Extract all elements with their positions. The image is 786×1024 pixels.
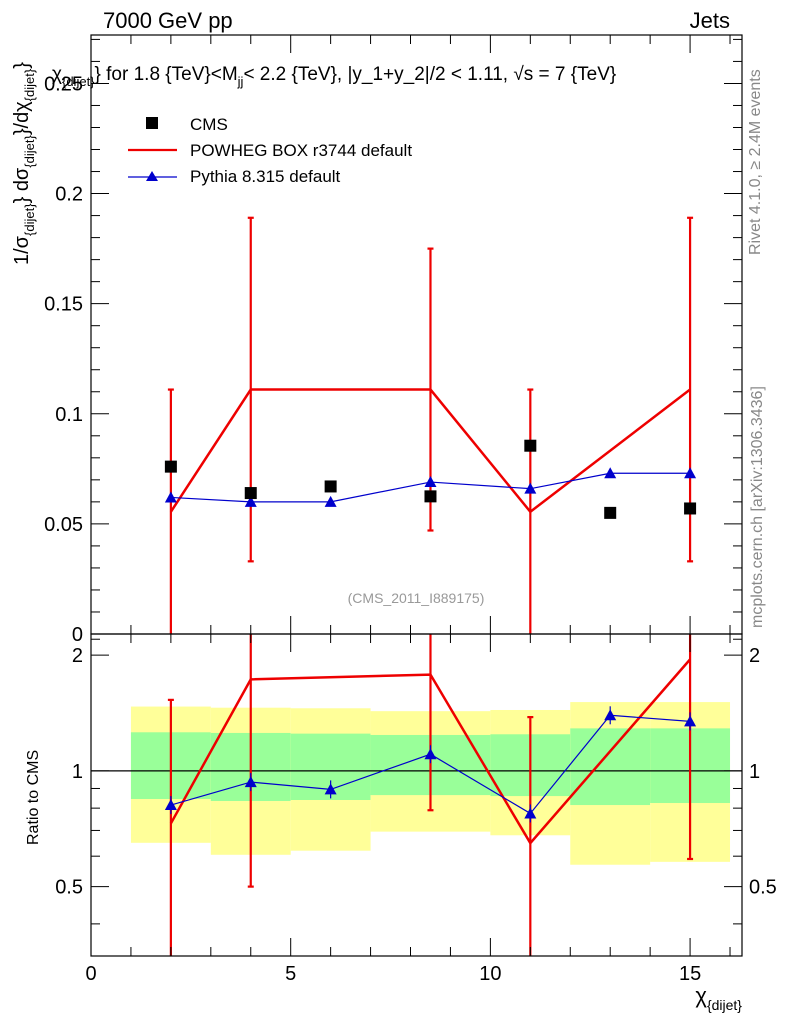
- cms-point-5: [604, 506, 617, 519]
- main-y-tick-label-4: 0.2: [55, 184, 83, 206]
- ratio-y-tick-label-right-2: 2: [749, 645, 760, 667]
- ratio-powheg-line: [169, 658, 692, 846]
- ylabel-c: }/dχ: [11, 101, 33, 135]
- ratio-y-axis-label: Ratio to CMS: [25, 750, 42, 845]
- ylabel-a-sub: {dijet}: [22, 203, 37, 236]
- mcplots-label: mcplots.cern.ch [arXiv:1306.3436]: [749, 386, 766, 628]
- pythia-point-2: [324, 495, 337, 507]
- ylabel-c-sub: {dijet}: [22, 68, 37, 101]
- ylabel-d: }: [11, 62, 33, 69]
- main-panel-marks: [164, 216, 697, 634]
- main-y-tick-label-5: 0.25: [44, 73, 83, 95]
- x-axis-ticks: 0 5 10 15: [85, 634, 731, 985]
- x-tick-label-1: 5: [285, 963, 296, 985]
- main-y-tick-label-1: 0.05: [44, 514, 83, 536]
- ratio-pythia-point-5: [604, 709, 617, 721]
- main-y-ticks: 0 0.05 0.1 0.15 0.2 0.25: [44, 35, 742, 646]
- title-mid: } for 1.8 {TeV}<M: [95, 64, 238, 85]
- ratio-y-ticks: 0.5 0.5 1 1 2 2: [55, 638, 777, 925]
- legend-cms-marker: [146, 117, 158, 129]
- title-m-sub: jj: [237, 74, 244, 89]
- xlabel-chi: χ: [695, 983, 707, 1008]
- ratio-y-tick-label-left-0: 0.5: [55, 877, 83, 899]
- ratio-pythia-point-6: [684, 715, 697, 727]
- legend: CMS POWHEG BOX r3744 default Pythia 8.31…: [128, 115, 412, 186]
- main-y-tick-label-2: 0.1: [55, 404, 83, 426]
- ylabel-a: 1/σ: [11, 235, 33, 265]
- pythia-point-4: [524, 482, 537, 494]
- analysis-watermark: (CMS_2011_I889175): [348, 590, 485, 606]
- powheg-line: [169, 388, 691, 514]
- title-chi: χ: [52, 64, 62, 85]
- cms-point-1: [244, 487, 257, 500]
- main-panel-frame: [90, 34, 743, 635]
- legend-cms-label: CMS: [190, 115, 228, 134]
- main-y-tick-label-0: 0: [72, 624, 83, 646]
- x-tick-label-2: 10: [479, 963, 501, 985]
- legend-pythia-label: Pythia 8.315 default: [190, 167, 341, 186]
- cms-point-2: [324, 480, 337, 493]
- x-axis-label: χ{dijet}: [695, 983, 742, 1013]
- x-tick-label-3: 15: [679, 963, 701, 985]
- ratio-pythia-point-4: [524, 807, 537, 819]
- title-tail: < 2.2 {TeV}, |y_1+y_2|/2 < 1.11, √s = 7 …: [243, 64, 616, 85]
- xlabel-chi-sub: {dijet}: [707, 997, 742, 1013]
- ratio-pythia-point-1: [244, 776, 257, 788]
- pythia-point-0: [164, 491, 177, 503]
- ratio-y-tick-label-left-2: 2: [72, 645, 83, 667]
- ylabel-b: } dσ: [11, 167, 33, 203]
- ratio-pythia-point-0: [164, 799, 177, 811]
- ratio-pythia-point-2: [324, 783, 337, 795]
- ratio-y-tick-label-right-0: 0.5: [749, 877, 777, 899]
- ratio-band-inner-5: [570, 728, 651, 806]
- pythia-point-3: [424, 476, 437, 488]
- pythia-point-5: [604, 467, 617, 479]
- x-tick-label-0: 0: [85, 963, 96, 985]
- main-y-tick-label-3: 0.15: [44, 294, 83, 316]
- header-process: Jets: [690, 8, 730, 33]
- header-energy: 7000 GeV pp: [103, 8, 233, 33]
- cms-point-4: [524, 439, 537, 452]
- legend-powheg-label: POWHEG BOX r3744 default: [190, 141, 412, 160]
- main-y-axis-label: 1/σ{dijet}} dσ{dijet}}/dχ{dijet}}: [11, 62, 37, 265]
- ratio-pythia-point-3: [424, 748, 437, 760]
- ratio-panel-frame: [90, 633, 743, 957]
- cms-point-3: [424, 490, 437, 503]
- cms-point-6: [684, 502, 697, 515]
- plot-title: χ{dijet}} for 1.8 {TeV}<Mjj< 2.2 {TeV}, …: [52, 64, 616, 89]
- ratio-panel-marks: [164, 634, 697, 956]
- pythia-point-6: [684, 467, 697, 479]
- title-chi-sub: {dijet}: [62, 74, 95, 89]
- ylabel-b-sub: {dijet}: [22, 135, 37, 168]
- legend-pythia-marker: [146, 171, 158, 181]
- cms-point-0: [164, 460, 177, 473]
- rivet-label: Rivet 4.1.0, ≥ 2.4M events: [747, 69, 764, 255]
- ratio-y-tick-label-left-1: 1: [72, 761, 83, 783]
- ratio-y-tick-label-right-1: 1: [749, 761, 760, 783]
- pythia-point-1: [244, 495, 257, 507]
